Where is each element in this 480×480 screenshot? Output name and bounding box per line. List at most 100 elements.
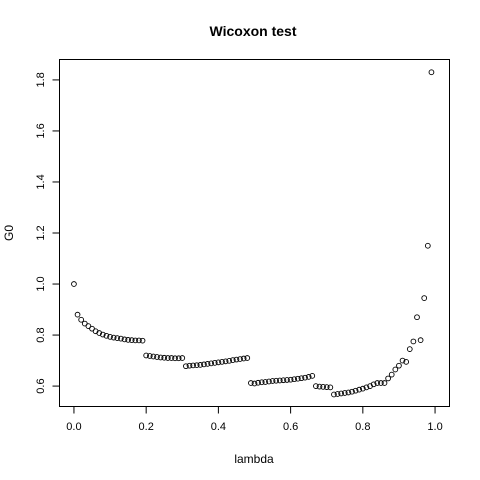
data-point [139,337,146,344]
x-tick-label: 1.0 [427,421,442,433]
data-point [110,334,117,341]
data-point [103,332,110,339]
data-point [403,358,410,365]
data-point [222,358,229,365]
data-point [313,383,319,389]
data-point [258,379,265,386]
chart-title: Wicoxon test [210,23,297,39]
x-tick-label: 0.2 [139,421,154,433]
data-point [305,374,312,380]
data-point [309,373,316,379]
data-point [219,358,225,365]
data-point [164,355,171,361]
data-point [294,375,301,382]
data-point [132,337,139,344]
data-point [417,337,424,344]
data-point [428,69,435,76]
data-point [240,355,247,362]
x-tick-label: 0.0 [66,421,81,433]
x-tick-label: 0.4 [211,421,226,433]
data-point [269,378,276,384]
data-point [388,371,395,378]
data-point [273,377,280,384]
data-point [349,388,355,395]
data-point [356,386,363,393]
data-point [370,381,377,388]
data-point [378,380,384,386]
data-point [255,379,261,386]
data-point [287,376,294,383]
data-point [421,295,428,301]
data-point [215,359,222,366]
data-point [229,357,236,363]
data-points [71,69,435,398]
data-point [276,377,283,384]
data-point [154,354,160,360]
data-point [331,391,337,398]
data-point [399,357,406,364]
data-point [334,391,341,397]
y-tick-label: 1.8 [35,72,47,87]
data-point [136,337,142,344]
data-point [381,380,388,386]
data-point [125,337,131,343]
data-point [291,376,298,383]
data-point [424,242,431,249]
data-point [197,362,204,368]
x-axis-label: lambda [234,452,274,466]
data-point [168,355,175,361]
data-point [96,330,103,336]
data-point [374,380,381,386]
x-tick-label: 0.8 [355,421,370,433]
data-point [396,362,402,369]
data-point [226,357,233,364]
data-point [251,380,258,387]
data-point [302,374,308,381]
data-point [204,361,211,367]
data-point [244,355,251,361]
data-point [385,375,391,382]
data-point [128,337,135,344]
data-point [341,390,348,396]
x-tick-label: 0.6 [283,421,298,433]
data-point [143,352,150,359]
data-point [161,354,168,361]
data-point [320,384,326,390]
data-point [363,384,370,391]
data-point [208,360,215,367]
data-point [338,390,345,397]
data-point [211,360,218,366]
data-point [99,331,106,338]
data-point [352,387,359,394]
y-tick-label: 1.2 [35,225,47,240]
plot-frame [59,59,450,407]
data-point [410,338,417,345]
data-point [262,379,269,385]
data-point [107,333,113,340]
data-point [150,353,157,360]
data-point [359,385,366,392]
y-tick-label: 1.4 [35,174,47,189]
data-point [78,316,85,323]
data-point [284,377,290,383]
data-point [114,335,121,341]
data-point [323,384,330,390]
data-point [406,346,413,352]
data-point [193,362,200,369]
data-point [121,336,128,343]
data-point [183,363,189,370]
data-point [298,375,305,382]
data-point [157,354,164,361]
y-tick-label: 1.6 [35,123,47,138]
data-point [237,356,243,362]
data-point [201,361,207,368]
data-point [71,281,77,287]
y-tick-label: 1.0 [35,276,47,291]
data-point [172,355,178,362]
data-point [327,384,334,391]
y-tick-label: 0.6 [35,378,47,393]
data-point [316,383,323,390]
y-axis-label: G0 [2,225,16,241]
data-point [266,378,272,385]
